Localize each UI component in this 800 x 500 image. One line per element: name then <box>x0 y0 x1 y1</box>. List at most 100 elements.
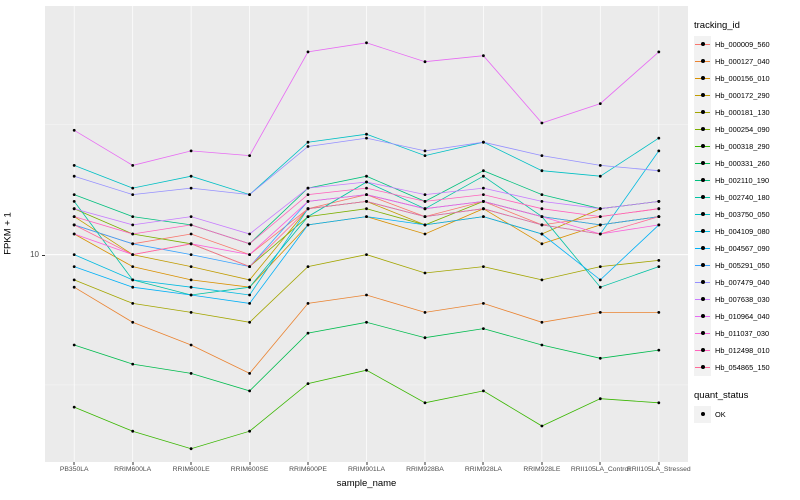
data-point <box>72 128 76 132</box>
data-point <box>365 186 368 190</box>
data-point <box>306 145 310 148</box>
legend-entry: Hb_000331_260 <box>694 155 798 172</box>
data-point <box>482 174 485 178</box>
data-point <box>598 215 602 219</box>
data-point <box>189 285 193 289</box>
data-point <box>365 41 368 45</box>
x-tick-mark <box>249 462 251 465</box>
data-point <box>248 253 252 256</box>
x-tick-label-RRIM928BA: RRIM928BA <box>406 466 444 473</box>
x-axis-title: sample_name <box>336 478 397 489</box>
data-point <box>248 193 252 197</box>
legend-entry-label: OK <box>715 410 726 419</box>
legend-key-icon <box>694 342 711 359</box>
data-point <box>365 253 368 256</box>
data-point <box>365 200 368 203</box>
data-point <box>131 164 135 167</box>
data-point <box>482 186 485 190</box>
data-point <box>306 382 310 385</box>
legend-key-icon <box>694 325 711 342</box>
y-tick-label: 10 <box>30 249 39 259</box>
data-point <box>248 242 252 246</box>
data-point <box>306 200 310 203</box>
data-point <box>131 253 135 256</box>
x-tick-mark <box>482 462 484 465</box>
data-point <box>248 293 252 297</box>
legend-entry-label: Hb_000181_130 <box>715 108 770 117</box>
legend-entry-label: Hb_000318_290 <box>715 142 770 151</box>
data-point <box>131 223 135 227</box>
data-point <box>365 207 368 211</box>
legend-entry-label: Hb_004109_080 <box>715 227 770 236</box>
data-point <box>72 200 76 203</box>
data-point <box>482 302 485 305</box>
data-point <box>131 302 135 305</box>
legend-entry-label: Hb_007638_030 <box>715 295 770 304</box>
legend-entry: Hb_000181_130 <box>694 104 798 121</box>
data-point <box>598 232 602 236</box>
legend-gap <box>694 376 798 390</box>
data-point <box>189 253 193 256</box>
x-tick-mark <box>190 462 192 465</box>
data-point <box>306 223 310 227</box>
data-point <box>365 174 368 178</box>
data-point <box>189 215 193 219</box>
legend-entry-label: Hb_000156_010 <box>715 74 770 83</box>
data-point <box>657 50 661 54</box>
data-point <box>540 215 544 219</box>
y-axis-title: FPKM + 1 <box>2 212 14 255</box>
legend-entry-label: Hb_011037_030 <box>715 329 770 338</box>
data-point <box>657 265 661 268</box>
legend-entry-label: Hb_000254_090 <box>715 125 770 134</box>
legend-entry-label: Hb_004567_090 <box>715 244 770 253</box>
data-point <box>189 343 193 347</box>
data-point <box>306 186 310 190</box>
legend-entry: Hb_003750_050 <box>694 206 798 223</box>
data-point <box>540 242 544 246</box>
legend-key-icon <box>694 87 711 104</box>
data-point <box>540 223 544 227</box>
data-point <box>598 164 602 167</box>
legend-key-icon <box>694 70 711 87</box>
data-point <box>423 207 427 211</box>
data-point <box>131 232 135 236</box>
data-point <box>598 397 602 401</box>
data-point <box>306 265 310 268</box>
data-point <box>72 164 76 167</box>
data-point <box>72 215 76 219</box>
data-point <box>657 207 661 211</box>
data-point <box>248 320 252 324</box>
legend-entry-label: Hb_012498_010 <box>715 346 770 355</box>
x-tick-label-RRIM600PE: RRIM600PE <box>289 466 327 473</box>
data-point <box>423 154 427 158</box>
legend-key-icon <box>694 359 711 376</box>
data-point <box>131 186 135 190</box>
data-point <box>540 169 544 173</box>
plot-svg <box>45 6 688 462</box>
data-point <box>598 174 602 178</box>
data-point <box>131 215 135 219</box>
data-point <box>423 223 427 227</box>
data-point <box>248 285 252 289</box>
data-point <box>540 200 544 203</box>
data-point <box>72 232 76 236</box>
data-point <box>72 193 76 197</box>
data-point <box>482 327 485 330</box>
x-tick-label-RRIM600SE: RRIM600SE <box>230 466 269 473</box>
data-point <box>189 186 193 190</box>
legend-entry: Hb_002110_190 <box>694 172 798 189</box>
chart-panel <box>45 6 688 462</box>
data-point <box>248 429 252 433</box>
x-tick-label-RRIM600LE: RRIM600LE <box>172 466 210 473</box>
legend-entry: Hb_000127_040 <box>694 53 798 70</box>
data-point <box>365 320 368 324</box>
legend-key-icon <box>694 308 711 325</box>
x-tick-mark <box>73 462 75 465</box>
data-point <box>131 278 135 282</box>
data-point <box>72 207 76 211</box>
legend-entry: Hb_011037_030 <box>694 325 798 342</box>
data-point <box>72 223 76 227</box>
legend-entry: Hb_054865_150 <box>694 359 798 376</box>
legend-key-icon <box>694 206 711 223</box>
